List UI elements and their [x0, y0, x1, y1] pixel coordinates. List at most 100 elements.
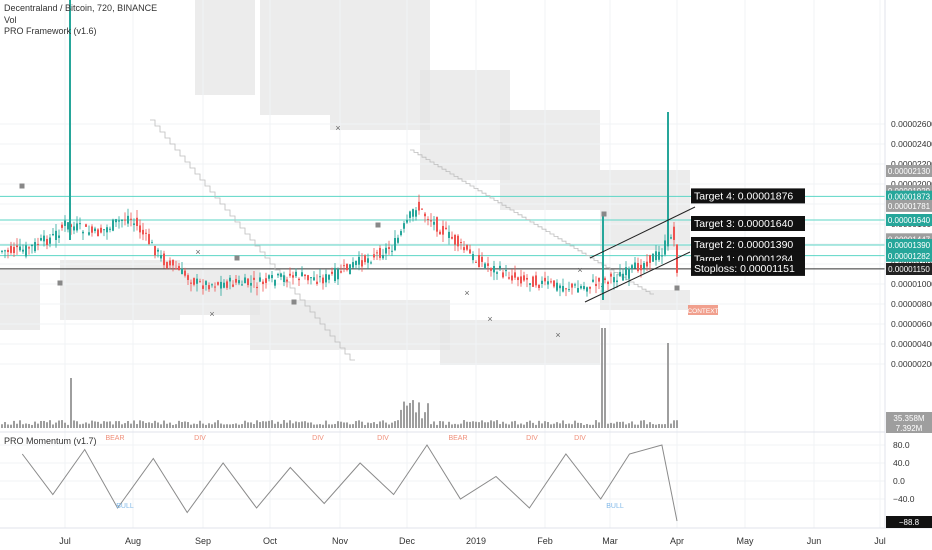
price-label: 0.00001282: [888, 252, 931, 261]
volume-bar: [607, 423, 609, 428]
cloud-block: [260, 0, 330, 115]
candle-body: [475, 261, 477, 263]
candle-body: [10, 245, 12, 253]
volume-bar: [604, 328, 606, 428]
candle-body: [466, 245, 468, 250]
candle-body: [175, 268, 177, 270]
candle-body: [85, 224, 87, 227]
square-marker: [19, 183, 25, 189]
volume-bar: [493, 421, 495, 428]
candle-body: [28, 247, 30, 249]
candle-body: [178, 266, 180, 271]
volume-bar: [250, 422, 252, 428]
candle-body: [376, 252, 378, 254]
candle-body: [379, 247, 381, 258]
volume-bar: [229, 424, 231, 428]
price-tick: 0.00002200: [891, 159, 932, 169]
candle-body: [643, 263, 645, 269]
volume-bar: [40, 420, 42, 428]
candle-body: [571, 283, 573, 288]
volume-bar: [628, 423, 630, 428]
volume-bar: [412, 400, 414, 428]
cloud-block: [180, 270, 260, 315]
volume-bar: [418, 402, 420, 428]
candle-body: [637, 262, 639, 272]
candle-body: [91, 226, 93, 233]
volume-bar: [382, 420, 384, 428]
momentum-line: [21, 444, 678, 522]
volume-bar: [496, 420, 498, 428]
volume-bar: [430, 424, 432, 428]
candle-body: [247, 278, 249, 286]
volume-bar: [325, 420, 327, 428]
candle-body: [658, 251, 660, 260]
volume-bar: [616, 421, 618, 428]
candle-body: [172, 259, 174, 266]
volume-bar: [76, 421, 78, 428]
volume-bar: [322, 424, 324, 428]
volume-bar: [88, 423, 90, 428]
candle-body: [361, 260, 363, 267]
volume-bar: [520, 423, 522, 428]
candle-body: [310, 277, 312, 279]
volume-bar: [355, 421, 357, 428]
volume-bar: [658, 423, 660, 428]
channel-upper: [589, 206, 696, 259]
framework-markers: × × × × × × ×: [19, 123, 680, 340]
volume-bar: [622, 421, 624, 428]
volume-bar: [592, 424, 594, 428]
price-label: 0.00002130: [888, 167, 931, 176]
price-label-bg: [886, 263, 932, 275]
candle-body: [19, 246, 21, 251]
candle-body: [487, 263, 489, 266]
cloud-block: [60, 260, 180, 320]
candle-body: [292, 275, 294, 278]
target-labels[interactable]: Target 4: 0.00001876 Target 3: 0.00001640…: [687, 188, 805, 315]
volume-bar: [280, 423, 282, 428]
candle-body: [142, 229, 144, 235]
volume-bar: [568, 423, 570, 428]
candle-body: [94, 228, 96, 232]
candle-body: [409, 211, 411, 218]
candle-body: [649, 255, 651, 263]
candle-body: [343, 265, 345, 267]
cloud-block: [330, 0, 430, 130]
volume-bar: [571, 424, 573, 428]
volume-bar: [136, 424, 138, 428]
candle-body: [523, 275, 525, 281]
candle-body: [598, 278, 600, 282]
square-marker: [601, 211, 607, 217]
volume-bar: [64, 422, 66, 428]
candle-body: [559, 285, 561, 289]
cloud-block: [420, 70, 510, 180]
candle-body: [286, 279, 288, 282]
date-tick: Jul: [59, 536, 71, 546]
cloud-block: [600, 290, 690, 310]
volume-bar: [670, 423, 672, 428]
volume-bar: [502, 421, 504, 428]
volume-bar: [304, 421, 306, 428]
candle-body: [595, 283, 597, 287]
candle-body: [277, 273, 279, 276]
volume-bar: [19, 420, 21, 428]
date-tick: 2019: [466, 536, 486, 546]
candle-body: [154, 246, 156, 256]
candle-body: [457, 235, 459, 247]
square-marker: [291, 299, 297, 305]
price-tick: 0.00002400: [891, 139, 932, 149]
candle-body: [43, 235, 45, 242]
momentum-label: BEAR: [105, 435, 124, 442]
volume-bar: [457, 424, 459, 428]
candle-body: [397, 237, 399, 243]
rising-channel[interactable]: [584, 206, 696, 303]
candle-body: [181, 268, 183, 275]
channel-lower: [584, 251, 691, 303]
candle-body: [58, 235, 60, 238]
volume-bar: [439, 421, 441, 428]
candle-body: [193, 278, 195, 285]
volume-bar: [256, 420, 258, 428]
volume-bar: [142, 421, 144, 428]
price-label: 0.00001873: [888, 193, 931, 202]
